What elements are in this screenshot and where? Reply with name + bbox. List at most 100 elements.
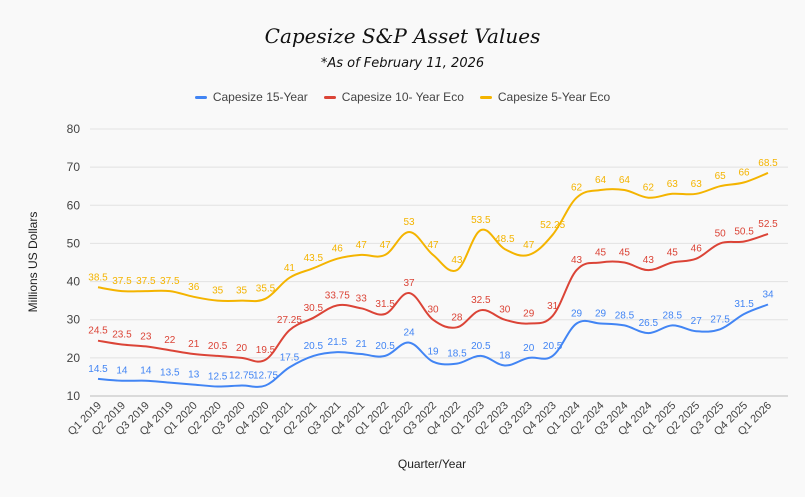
data-point <box>527 356 530 359</box>
data-point <box>503 248 506 251</box>
data-point <box>575 196 578 199</box>
legend-label-10-year-eco: Capesize 10- Year Eco <box>341 90 464 104</box>
chart-legend: Capesize 15-Year Capesize 10- Year Eco C… <box>0 90 805 104</box>
data-point <box>264 358 267 361</box>
data-label: 17.5 <box>280 352 300 363</box>
data-point <box>455 326 458 329</box>
data-point <box>192 295 195 298</box>
series-line <box>97 303 769 388</box>
data-point <box>767 232 770 235</box>
data-point <box>312 267 315 270</box>
data-point <box>719 185 722 188</box>
data-label: 65 <box>715 171 727 182</box>
data-point <box>647 269 650 272</box>
data-label: 43 <box>451 255 463 266</box>
data-point <box>479 354 482 357</box>
data-point <box>599 322 602 325</box>
series-layer <box>97 171 770 388</box>
data-point <box>408 292 411 295</box>
data-point <box>575 322 578 325</box>
data-label: 62 <box>571 183 583 194</box>
y-tick-label: 80 <box>67 122 81 136</box>
data-label: 29 <box>571 309 583 320</box>
data-point <box>384 253 387 256</box>
legend-item-15-year[interactable]: Capesize 15-Year <box>194 90 308 104</box>
data-label: 31.5 <box>734 299 754 310</box>
data-label: 20 <box>236 343 248 354</box>
data-point <box>97 339 100 342</box>
data-label: 29 <box>523 309 535 320</box>
data-label: 20.5 <box>208 341 228 352</box>
data-point <box>695 192 698 195</box>
data-label: 19 <box>427 347 439 358</box>
data-point <box>168 381 171 384</box>
data-label: 14 <box>116 366 128 377</box>
y-tick-label: 70 <box>67 160 81 174</box>
data-label: 20.5 <box>471 341 491 352</box>
data-label: 48.5 <box>495 234 515 245</box>
data-label: 35 <box>212 286 224 297</box>
data-point <box>695 330 698 333</box>
data-point <box>240 356 243 359</box>
data-point <box>120 343 123 346</box>
data-label: 33 <box>356 293 368 304</box>
data-label: 37 <box>404 278 416 289</box>
grid-layer <box>90 128 788 397</box>
data-label: 64 <box>595 175 607 186</box>
data-label: 26.5 <box>639 318 659 329</box>
data-point <box>360 307 363 310</box>
data-label: 20.5 <box>304 341 324 352</box>
data-label: 64 <box>619 175 631 186</box>
data-label: 20 <box>523 343 535 354</box>
data-point <box>312 316 315 319</box>
legend-label-5-year-eco: Capesize 5-Year Eco <box>497 90 611 104</box>
data-label: 23 <box>140 331 152 342</box>
y-tick-label: 50 <box>67 236 81 250</box>
data-point <box>623 189 626 192</box>
data-label: 38.5 <box>88 272 108 283</box>
chart-title: Capesize S&P Asset Values <box>264 24 541 48</box>
data-label: 19.5 <box>256 345 276 356</box>
data-point <box>360 353 363 356</box>
data-label: 21.5 <box>328 337 348 348</box>
legend-swatch-10-year-eco <box>323 95 336 99</box>
data-point <box>767 303 770 306</box>
data-label: 28.5 <box>663 310 683 321</box>
data-point <box>144 290 147 293</box>
data-point <box>264 297 267 300</box>
data-point <box>455 362 458 365</box>
data-label: 29 <box>595 309 607 320</box>
data-point <box>288 366 291 369</box>
data-point <box>192 383 195 386</box>
legend-item-5-year-eco[interactable]: Capesize 5-Year Eco <box>479 90 611 104</box>
data-point <box>336 304 339 307</box>
data-label: 35 <box>236 286 248 297</box>
data-label: 30 <box>427 305 439 316</box>
data-point <box>719 328 722 331</box>
data-point <box>479 229 482 232</box>
data-point <box>240 384 243 387</box>
data-label: 28 <box>451 312 463 323</box>
data-point <box>743 312 746 315</box>
data-label: 52.5 <box>758 219 778 230</box>
data-label: 27.25 <box>277 315 302 326</box>
data-point <box>216 385 219 388</box>
data-label: 66 <box>739 167 751 178</box>
chart-subtitle: *As of February 11, 2026 <box>320 56 485 71</box>
data-point <box>575 269 578 272</box>
data-label: 20.5 <box>375 341 395 352</box>
data-point <box>312 354 315 357</box>
data-label: 14 <box>140 366 152 377</box>
data-point <box>192 353 195 356</box>
data-point <box>503 364 506 367</box>
data-label: 53.5 <box>471 215 491 226</box>
data-point <box>647 196 650 199</box>
legend-item-10-year-eco[interactable]: Capesize 10- Year Eco <box>323 90 464 104</box>
series-line <box>97 171 769 303</box>
data-label: 31 <box>547 301 559 312</box>
data-label: 63 <box>691 179 703 190</box>
data-label: 12.75 <box>229 371 254 382</box>
data-label: 20.5 <box>543 341 563 352</box>
